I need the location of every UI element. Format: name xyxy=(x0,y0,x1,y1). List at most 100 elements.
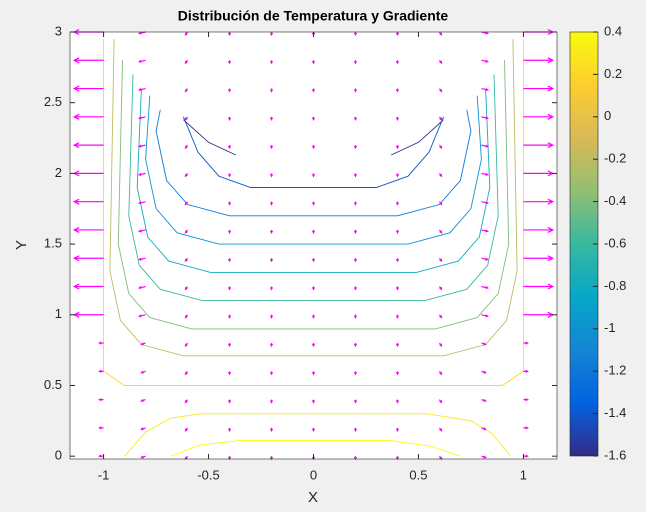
gradient-arrow xyxy=(353,116,358,122)
gradient-arrow xyxy=(227,60,232,65)
gradient-arrow xyxy=(523,198,555,205)
contour-line xyxy=(182,116,445,188)
gradient-arrow xyxy=(523,85,555,92)
gradient-arrow xyxy=(523,283,555,290)
gradient-arrow xyxy=(523,113,555,120)
colorbar-tick-label: -1.6 xyxy=(604,447,626,462)
gradient-arrow xyxy=(353,145,358,150)
gradient-arrow xyxy=(481,144,490,148)
gradient-arrow xyxy=(481,172,490,176)
gradient-arrow xyxy=(481,342,487,346)
gradient-arrow xyxy=(269,229,274,235)
gradient-arrow xyxy=(438,342,443,347)
gradient-arrow xyxy=(184,88,189,93)
gradient-arrow xyxy=(438,201,443,206)
gradient-arrow xyxy=(481,314,490,318)
gradient-arrow xyxy=(438,144,443,150)
gradient-arrow xyxy=(481,116,490,120)
gradient-arrow xyxy=(269,258,274,263)
gradient-arrow xyxy=(353,343,358,348)
gradient-arrow xyxy=(395,88,400,93)
gradient-arrow xyxy=(184,229,189,234)
gradient-arrow xyxy=(311,343,316,348)
gradient-arrow xyxy=(353,173,358,178)
gradient-arrow xyxy=(269,314,274,319)
gradient-arrow xyxy=(523,454,529,458)
x-tick-label: 1 xyxy=(520,467,527,482)
gradient-arrow xyxy=(353,371,358,376)
gradient-arrow xyxy=(353,314,358,319)
gradient-arrow xyxy=(184,286,189,291)
gradient-arrow xyxy=(395,371,400,376)
gradient-arrow xyxy=(311,201,316,206)
contour-line xyxy=(183,119,444,156)
gradient-arrow xyxy=(184,342,189,347)
plot-area xyxy=(70,32,557,459)
y-tick-label: 0.5 xyxy=(44,377,62,392)
contour-line xyxy=(170,440,461,457)
gradient-arrow xyxy=(481,59,490,63)
gradient-arrow xyxy=(72,198,104,205)
gradient-arrow xyxy=(269,116,274,122)
gradient-arrow xyxy=(481,201,490,205)
gradient-arrow xyxy=(311,116,316,122)
gradient-arrow xyxy=(184,59,189,65)
gradient-arrow xyxy=(269,286,274,291)
gradient-arrow xyxy=(523,369,529,373)
gradient-arrow xyxy=(311,371,316,376)
y-tick-label: 2 xyxy=(55,165,62,180)
gradient-arrow xyxy=(269,32,274,37)
gradient-arrow xyxy=(353,229,358,235)
gradient-arrow xyxy=(269,399,274,404)
gradient-arrow xyxy=(184,370,189,376)
gradient-arrow xyxy=(140,427,146,431)
contour-line xyxy=(109,39,518,357)
gradient-arrow xyxy=(523,255,555,262)
y-axis-label: Y xyxy=(13,240,30,250)
gradient-arrow xyxy=(311,145,316,150)
gradient-arrow xyxy=(438,257,443,263)
gradient-arrow xyxy=(227,286,232,291)
gradient-arrow xyxy=(137,285,146,290)
gradient-arrow xyxy=(269,201,274,206)
gradient-arrow xyxy=(137,87,146,92)
gradient-arrow xyxy=(227,427,232,433)
colorbar-tick-label: 0.4 xyxy=(604,23,622,38)
gradient-arrow xyxy=(72,57,104,64)
gradient-arrow xyxy=(98,341,104,345)
gradient-arrow xyxy=(72,226,104,233)
gradient-arrow xyxy=(227,173,232,178)
gradient-arrow xyxy=(481,455,487,459)
gradient-arrow xyxy=(311,314,316,319)
gradient-arrow xyxy=(481,285,490,290)
gradient-arrow xyxy=(72,255,104,262)
gradient-arrow xyxy=(137,257,146,261)
gradient-arrow xyxy=(311,286,316,291)
gradient-arrow xyxy=(72,85,104,92)
gradient-arrow xyxy=(438,31,443,36)
gradient-arrow xyxy=(353,258,358,263)
x-tick-label: -0.5 xyxy=(197,467,219,482)
gradient-arrow xyxy=(395,286,400,291)
gradient-arrow xyxy=(269,427,274,433)
gradient-arrow xyxy=(137,59,146,63)
gradient-arrow xyxy=(353,201,358,206)
gradient-arrow xyxy=(227,32,232,37)
gradient-arrow xyxy=(438,59,443,65)
gradient-arrow xyxy=(523,226,555,233)
gradient-arrow xyxy=(227,116,232,122)
y-tick-label: 0 xyxy=(55,448,62,463)
gradient-arrow xyxy=(98,398,104,402)
gradient-arrow xyxy=(311,173,316,178)
gradient-arrow xyxy=(269,88,274,93)
contour-line xyxy=(128,74,499,302)
gradient-arrow xyxy=(395,427,400,433)
gradient-arrow xyxy=(269,371,274,376)
y-tick-label: 1 xyxy=(55,306,62,321)
gradient-arrow xyxy=(227,229,232,235)
gradient-arrow xyxy=(523,341,529,345)
gradient-arrow xyxy=(184,31,189,36)
contour-line xyxy=(145,95,482,245)
gradient-arrow xyxy=(227,258,232,263)
